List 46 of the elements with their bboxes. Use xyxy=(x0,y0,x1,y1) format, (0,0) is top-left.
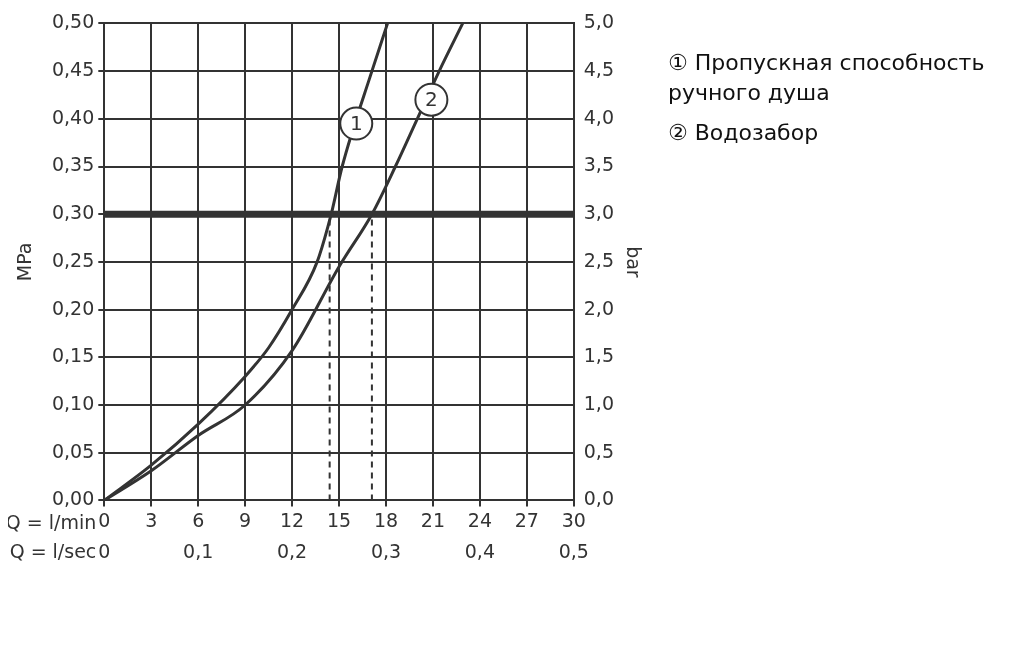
y-tick-label: 0,10 xyxy=(51,391,95,414)
y-tick-label: 0,20 xyxy=(51,296,95,319)
y2-tick-label: 1,0 xyxy=(583,391,614,414)
x-tick-label: 21 xyxy=(420,508,446,531)
x2-tick-label: 0,3 xyxy=(370,539,402,562)
y-axis-title: MPa xyxy=(12,242,35,282)
y-tick-label: 0,15 xyxy=(51,344,95,367)
x2-tick-label: 0 xyxy=(98,539,111,562)
text: ① Пропускная способность ручного душа xyxy=(668,49,986,107)
y2-tick-label: 5,0 xyxy=(583,10,614,33)
y2-tick-label: 4,0 xyxy=(583,105,614,128)
x-tick-label: 3 xyxy=(145,508,158,531)
y2-tick-label: 3,5 xyxy=(583,153,614,176)
x2-tick-label: 0,1 xyxy=(183,539,214,562)
y2-axis-title: bar xyxy=(623,246,646,278)
annotation: 2 xyxy=(425,86,438,111)
y2-tick-label: 1,5 xyxy=(583,344,614,367)
y-tick-label: 0,45 xyxy=(51,58,95,81)
x-tick-label: 30 xyxy=(561,508,586,531)
x-tick-label: 24 xyxy=(467,508,492,531)
y2-tick-label: 0,0 xyxy=(583,487,614,510)
y-tick-label: 0,35 xyxy=(51,153,95,176)
y2-tick-label: 4,5 xyxy=(583,58,614,81)
y-tick-label: 0,00 xyxy=(51,487,95,510)
y2-tick-label: 0,5 xyxy=(583,439,614,462)
y-tick-label: 0,50 xyxy=(51,10,95,33)
x2-tick-label: 0,5 xyxy=(558,539,589,562)
y2-tick-label: 2,5 xyxy=(583,248,614,271)
y-tick-label: 0,40 xyxy=(51,105,95,128)
y2-tick-label: 3,0 xyxy=(583,201,614,224)
y-tick-label: 0,05 xyxy=(51,439,95,462)
x-tick-label: 27 xyxy=(514,508,539,531)
x2-axis-title: Q = l/sec xyxy=(9,539,97,562)
y2-tick-label: 2,0 xyxy=(583,296,614,319)
x2-tick-label: 0,4 xyxy=(464,539,495,562)
x-tick-label: 0 xyxy=(98,508,111,531)
text: ② Водозабор xyxy=(668,119,820,147)
x-tick-label: 15 xyxy=(326,508,352,531)
y-tick-label: 0,30 xyxy=(51,201,95,224)
x2-tick-label: 0,2 xyxy=(276,539,308,562)
x-tick-label: 6 xyxy=(192,508,205,531)
y-tick-label: 0,25 xyxy=(51,248,95,271)
x-tick-label: 18 xyxy=(373,508,399,531)
x-tick-label: 12 xyxy=(280,508,305,531)
x-tick-label: 9 xyxy=(239,508,252,531)
annotation: 1 xyxy=(349,110,363,135)
